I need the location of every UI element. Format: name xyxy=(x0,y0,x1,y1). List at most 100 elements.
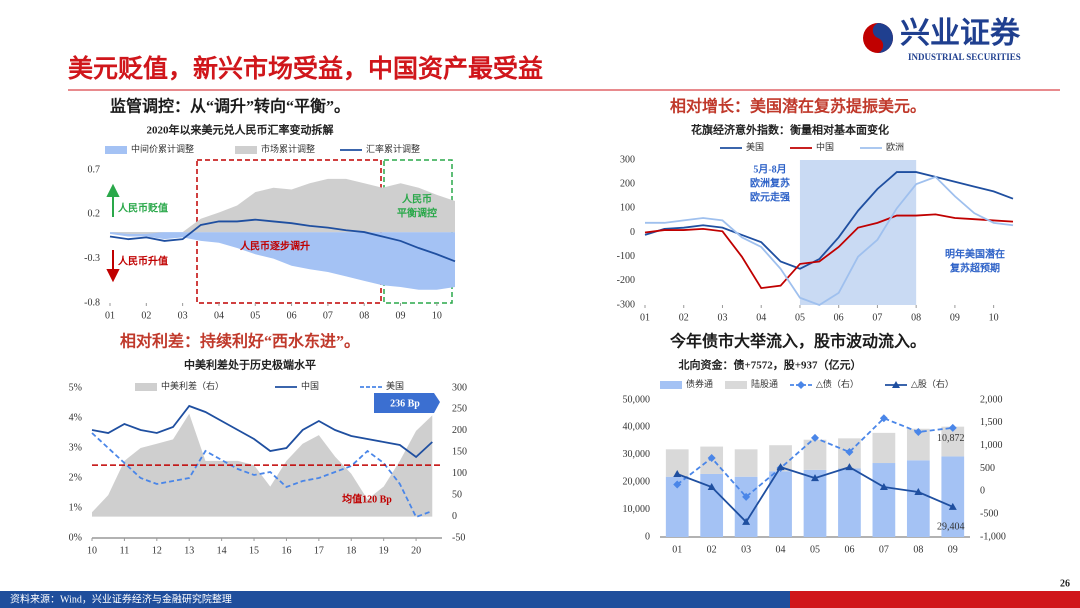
bar xyxy=(803,439,827,470)
x-tick-label: 03 xyxy=(178,310,188,321)
y-tick-label: 5% xyxy=(69,382,82,393)
legend-label: △债（右） xyxy=(816,378,859,389)
y-tick-label: 10,000 xyxy=(623,504,651,515)
x-tick-label: 06 xyxy=(287,310,297,321)
bar xyxy=(838,468,861,537)
bar xyxy=(941,456,965,537)
value-label: 10,872 xyxy=(937,433,965,444)
legend-label: 中美利差（右） xyxy=(161,380,224,391)
x-tick-label: 14 xyxy=(217,545,227,556)
value-label: 29,404 xyxy=(937,521,965,532)
y-tick-label: 0 xyxy=(645,531,650,542)
x-tick-label: 09 xyxy=(950,312,960,323)
marker xyxy=(811,433,819,442)
x-tick-label: 16 xyxy=(281,545,291,556)
x-tick-label: 02 xyxy=(141,310,151,321)
x-tick-label: 07 xyxy=(323,310,333,321)
annotation: 5月-8月 xyxy=(753,163,786,175)
bar xyxy=(906,460,930,537)
marker xyxy=(673,480,682,489)
arrow-up xyxy=(106,183,120,217)
marker xyxy=(742,517,751,525)
bar xyxy=(734,476,758,537)
line xyxy=(644,171,1014,270)
area xyxy=(110,178,455,234)
y-tick-label: 1% xyxy=(69,502,82,513)
annotation: 人民币逐步调升 xyxy=(240,239,310,252)
marker xyxy=(879,482,888,490)
footer-source: 资料来源：Wind，兴业证券经济与金融研究院整理 xyxy=(10,592,232,605)
chart-title: 北向资金：债+7572，股+937（亿元） xyxy=(678,358,861,372)
annotation: 欧洲复苏 xyxy=(750,176,790,189)
marker xyxy=(776,463,785,471)
y2-tick-label: 100 xyxy=(452,468,467,479)
line xyxy=(91,404,433,459)
y-tick-label: 40,000 xyxy=(623,422,651,433)
x-tick-label: 15 xyxy=(249,545,259,556)
marker xyxy=(879,414,888,423)
y2-tick-label: 0 xyxy=(452,511,457,522)
x-tick-label: 10 xyxy=(989,312,999,323)
x-tick-label: 04 xyxy=(214,310,224,321)
x-tick-label: 01 xyxy=(672,544,682,555)
legend-label: 中间价累计调整 xyxy=(131,143,194,154)
line xyxy=(644,213,1014,290)
bar xyxy=(769,445,792,472)
y-tick-label: -300 xyxy=(617,299,635,310)
bar xyxy=(665,476,689,537)
y2-tick-label: 50 xyxy=(452,489,462,500)
logo-mark-inner xyxy=(872,23,893,53)
y-tick-label: 20,000 xyxy=(623,476,651,487)
shaded-period xyxy=(799,160,917,305)
highlight-box xyxy=(196,159,382,304)
y-tick-label: 300 xyxy=(620,154,635,165)
bar xyxy=(734,449,758,477)
legend-label: 汇率累计调整 xyxy=(366,143,420,154)
marker xyxy=(811,474,819,482)
x-tick-label: 05 xyxy=(795,312,805,323)
x-tick-label: 01 xyxy=(105,310,115,321)
footer-bar xyxy=(0,591,790,608)
logo-text: 兴业证券 xyxy=(900,17,1021,50)
footer-bar-accent xyxy=(790,591,1080,608)
marker xyxy=(914,488,923,496)
area xyxy=(110,232,455,290)
y-tick-label: 0 xyxy=(630,227,635,238)
annotation: 均值120 Bp xyxy=(342,492,392,505)
chart-heading: 相对增长：美国潜在复苏提振美元。 xyxy=(670,97,926,116)
y-tick-label: 0% xyxy=(69,532,82,543)
bar xyxy=(700,473,724,537)
x-tick-label: 08 xyxy=(913,544,923,555)
y2-tick-label: 1,500 xyxy=(980,417,1003,428)
y-tick-label: -0.8 xyxy=(84,297,100,308)
marker xyxy=(948,423,957,432)
y2-tick-label: 1,000 xyxy=(980,440,1003,451)
y-tick-label: 2% xyxy=(69,472,82,483)
x-tick-label: 12 xyxy=(152,545,162,556)
annotation: 236 Bp xyxy=(390,398,420,409)
x-tick-label: 09 xyxy=(396,310,406,321)
legend-swatch xyxy=(235,146,257,154)
marker xyxy=(707,453,716,462)
y-tick-label: 100 xyxy=(620,203,635,214)
chart-heading: 今年债市大举流入，股市波动流入。 xyxy=(669,332,926,351)
x-tick-label: 07 xyxy=(879,544,889,555)
x-tick-label: 02 xyxy=(707,544,717,555)
marker xyxy=(673,469,682,477)
y2-tick-label: 200 xyxy=(452,425,467,436)
x-tick-label: 06 xyxy=(844,544,854,555)
arrow-down xyxy=(106,250,120,283)
x-tick-label: 05 xyxy=(250,310,260,321)
x-tick-label: 03 xyxy=(717,312,727,323)
annotation: 明年美国潜在 xyxy=(945,247,1005,260)
line xyxy=(91,432,433,519)
logo-en: INDUSTRIAL SECURITIES xyxy=(908,52,1021,62)
x-tick-label: 02 xyxy=(679,312,689,323)
bar xyxy=(906,428,930,461)
legend-label: 中国 xyxy=(816,141,834,152)
annotation: 欧元走强 xyxy=(750,190,790,203)
y-tick-label: 3% xyxy=(69,442,82,453)
marker xyxy=(845,463,854,471)
y-tick-label: -100 xyxy=(617,251,635,262)
legend-label: △股（右） xyxy=(911,378,954,389)
